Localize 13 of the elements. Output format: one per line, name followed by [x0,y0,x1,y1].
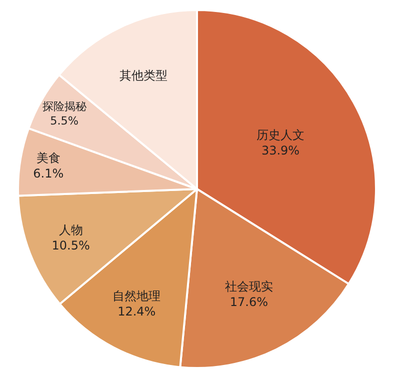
data-label: 33.9% [261,144,300,158]
data-label: 17.6% [230,295,268,310]
slice-label: 探险揭秘 [42,100,86,113]
data-label: 10.5% [52,238,90,252]
slice-label: 其他类型 [120,68,168,82]
slice-label: 人物 [58,222,83,237]
slice-label: 社会现实 [224,279,273,294]
slice-label: 美食 [36,151,60,166]
data-label: 6.1% [33,166,64,181]
slice-label: 历史人文 [256,128,305,142]
data-label: 12.4% [118,304,156,319]
slice-label: 自然地理 [112,289,161,304]
data-label: 5.5% [50,114,78,128]
